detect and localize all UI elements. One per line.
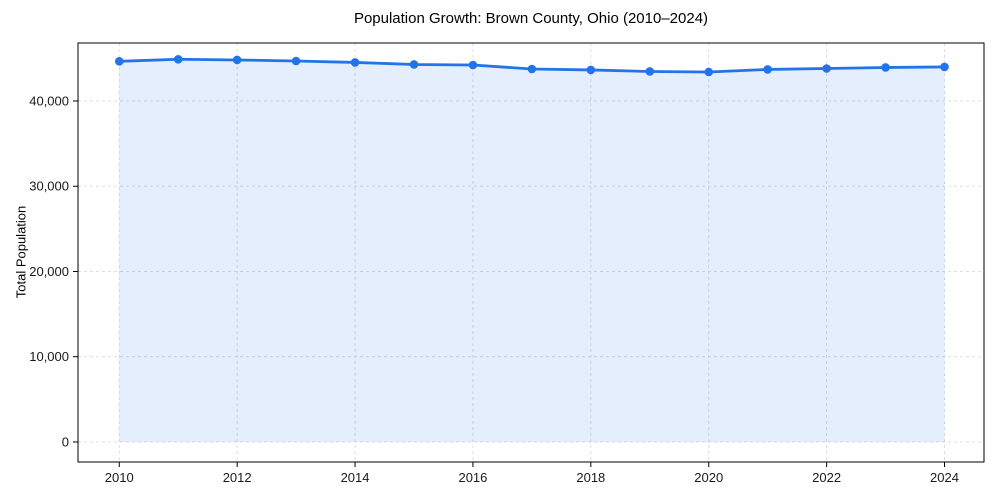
chart-title: Population Growth: Brown County, Ohio (2… — [353, 10, 709, 27]
data-point — [527, 64, 537, 74]
x-tick-label: 2010 — [105, 470, 134, 485]
data-point — [409, 60, 419, 69]
x-tick-label: 2022 — [812, 470, 841, 485]
data-point — [645, 67, 655, 76]
data-point — [114, 57, 124, 66]
x-tick-label: 2024 — [930, 470, 959, 485]
data-point — [881, 63, 890, 72]
data-point — [763, 65, 772, 74]
x-tick-label: 2020 — [694, 470, 723, 485]
data-point — [232, 55, 242, 65]
data-point — [586, 65, 596, 75]
plot-border — [77, 42, 985, 463]
data-point — [173, 54, 183, 64]
y-tick-label: 10,000 — [29, 349, 69, 364]
x-tick-label: 2018 — [576, 470, 605, 485]
x-tick-label: 2012 — [223, 470, 252, 485]
data-point — [350, 58, 360, 67]
data-point — [468, 60, 478, 70]
data-point — [822, 64, 831, 73]
y-tick-label: 40,000 — [29, 93, 69, 108]
y-tick-label: 30,000 — [29, 179, 69, 194]
x-tick-label: 2016 — [458, 470, 487, 485]
y-tick-label: 20,000 — [29, 264, 69, 279]
data-point — [291, 56, 301, 66]
area-fill — [119, 59, 945, 442]
x-tick-label: 2014 — [341, 470, 370, 485]
y-tick-label: 0 — [62, 434, 69, 449]
data-point — [940, 62, 949, 72]
data-point — [704, 67, 714, 77]
